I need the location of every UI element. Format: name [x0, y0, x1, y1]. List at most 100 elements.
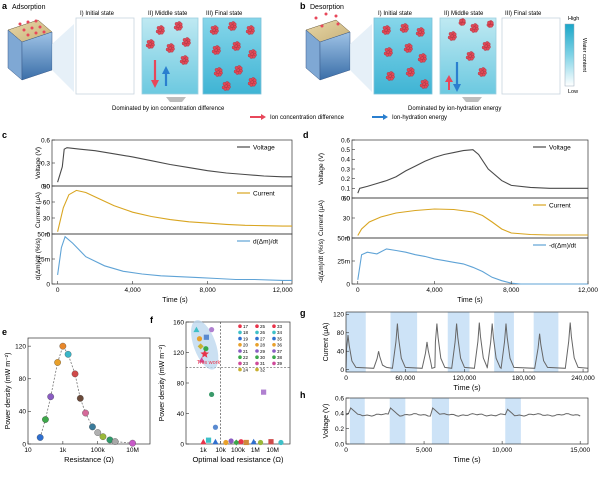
ion-dot — [160, 30, 164, 35]
ion-dot — [388, 48, 393, 52]
x-tick-label: 0 — [56, 287, 60, 294]
ion-dot — [390, 76, 394, 81]
legend-number: 20 — [243, 343, 249, 348]
data-point — [99, 433, 107, 441]
ion-dot — [470, 56, 474, 61]
legend-number: 22 — [243, 355, 249, 360]
ion-dot — [236, 42, 241, 46]
adsorption-cube-icon — [7, 19, 74, 92]
panel-f: f 1k 10k 100k 1M 10M 0 40 80 120 160 Optimal load … — [150, 315, 291, 464]
chevron-down-icon — [462, 97, 482, 102]
concentration-arrow-icon — [445, 75, 453, 90]
ion-dot — [404, 24, 409, 28]
ion-dot — [232, 26, 236, 31]
ion-dot — [246, 26, 251, 30]
x-axis-label: Time (s) — [453, 455, 481, 464]
y-axis-label: Power density (mW m⁻²) — [5, 353, 12, 430]
legend-marker — [255, 355, 259, 360]
data-point — [238, 439, 244, 445]
legend-number: 23 — [243, 361, 249, 366]
y-tick-label: 50m — [37, 231, 50, 238]
ion-dot — [404, 44, 409, 48]
legend-number: 33 — [277, 324, 283, 329]
adsorption-band — [505, 398, 521, 444]
x-tick-label: 4,000 — [426, 287, 443, 294]
legend-label: Current — [549, 202, 571, 209]
data-point — [257, 439, 264, 446]
y-axis-label: Power density (mW m⁻²) — [159, 345, 166, 422]
y-axis-label: d(Δm)/dt (%/s) — [35, 238, 42, 280]
panel-c-letter: c — [2, 130, 7, 140]
ion-dot — [160, 26, 165, 30]
panel-a-letter: a — [2, 1, 8, 11]
ion-dot — [184, 56, 189, 60]
ion-dot — [232, 42, 237, 46]
ion-dot — [212, 46, 217, 50]
x-tick-label: 12,000 — [273, 287, 293, 294]
ion-dot — [250, 26, 255, 30]
ion-dot — [386, 30, 390, 35]
ion-dot — [466, 52, 471, 56]
ion-dot — [410, 68, 415, 72]
ion-dot — [474, 28, 478, 33]
data-point — [111, 438, 119, 445]
y-tick-label: 40 — [337, 349, 345, 356]
y-tick-label: 40 — [19, 409, 27, 416]
legend-marker — [272, 361, 276, 366]
y-axis-label: Voltage (V) — [318, 153, 325, 185]
legend-number: 37 — [277, 349, 283, 354]
ion-dot — [404, 28, 408, 33]
legend-marker — [238, 343, 242, 347]
x-tick-label: 10M — [266, 447, 279, 454]
x-tick-label: 4,000 — [124, 287, 141, 294]
x-tick-label: 240,000 — [571, 375, 595, 382]
ion-dot — [452, 36, 456, 41]
ion-dot — [182, 38, 187, 42]
ion-dot — [184, 60, 188, 65]
x-tick-label: 0 — [356, 287, 360, 294]
y-tick-label: 0.6 — [335, 395, 344, 402]
this-work-star-icon — [200, 349, 209, 358]
data-point — [71, 370, 79, 378]
ion-dot — [406, 68, 411, 72]
ion-dot — [482, 68, 487, 72]
y-tick-label: 0.3 — [341, 166, 350, 173]
ion-dot — [186, 38, 191, 42]
panel-d-letter: d — [303, 130, 309, 140]
ion-dot — [424, 80, 429, 84]
legend-marker — [272, 330, 276, 335]
legend-label: Voltage — [549, 144, 571, 151]
f-scatter-plot: 1k 10k 100k 1M 10M 0 40 80 120 160 Optimal load re… — [159, 319, 291, 464]
e-scatter-plot: 10 1k 100k 10M 0 40 80 120 Resistance (Ω) Power d… — [5, 337, 151, 464]
x-tick-label: 10k — [215, 447, 226, 454]
ion-dot — [226, 86, 230, 91]
x-tick-label: 5,000 — [416, 447, 433, 454]
legend-marker — [238, 355, 242, 360]
this-work-label: This work — [197, 360, 221, 366]
data-point — [233, 439, 240, 446]
y-tick-label: 0.6 — [341, 137, 350, 144]
ion-dot — [210, 26, 215, 30]
data-point — [54, 359, 61, 366]
x-tick-label: 100k — [91, 447, 106, 454]
ion-dot — [388, 52, 392, 57]
arrow-legend: Ion concentration difference Ion-hydrati… — [250, 114, 447, 121]
ion-dot — [382, 26, 387, 30]
legend-marker — [255, 349, 259, 353]
y-tick-label: 60 — [343, 195, 351, 202]
panel-b-caption: Dominated by ion-hydration energy — [408, 106, 501, 112]
ion-dot — [180, 56, 185, 60]
d-voltage-plot: 0.0 0.1 0.2 0.3 0.4 0.5 0.6 Voltage Voltage (V) — [318, 137, 589, 202]
panel-b-state-2: II) Middle state — [444, 11, 484, 17]
data-point — [203, 346, 209, 352]
ion-dot — [248, 78, 253, 82]
ion-dot — [156, 26, 161, 30]
x-tick-label: 8,000 — [503, 287, 520, 294]
x-tick-label: 0 — [344, 375, 348, 382]
y-tick-label: 0.0 — [341, 195, 350, 202]
ion-dot — [424, 84, 428, 89]
ion-dot — [416, 28, 421, 32]
data-point — [47, 393, 55, 401]
